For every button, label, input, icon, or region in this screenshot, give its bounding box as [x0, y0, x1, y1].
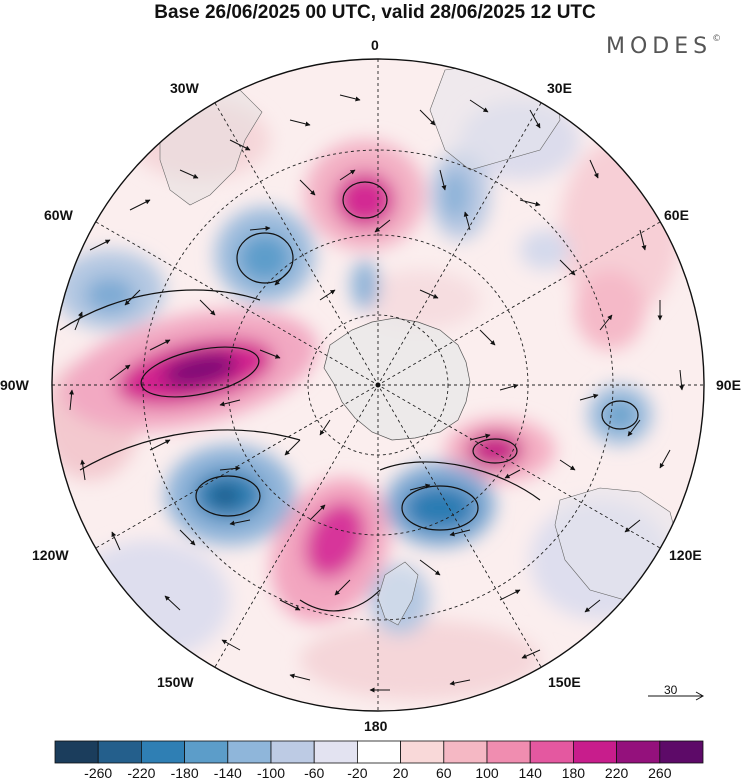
meridian-label-30e: 30E: [547, 80, 572, 96]
colorbar-swatch: [659, 740, 704, 764]
colorbar-swatch: [313, 740, 358, 764]
wind-vectors: [69, 94, 685, 693]
colorbar-swatch: [227, 740, 272, 764]
meridian-label-150e: 150E: [548, 674, 581, 690]
colorbar-tick-label: 140: [518, 765, 542, 781]
colorbar-tick-label: -180: [170, 765, 199, 781]
colorbar-tick-label: -20: [347, 765, 368, 781]
logo-text: MODES: [606, 34, 713, 59]
colorbar-tick-label: -220: [127, 765, 156, 781]
colorbar-tick-label: -100: [256, 765, 286, 781]
colorbar-swatch: [400, 740, 445, 764]
colorbar-tick-label: 20: [392, 765, 409, 781]
meridian-label-120e: 120E: [669, 547, 702, 563]
meridian-label-60e: 60E: [664, 207, 689, 223]
colorbar-tick-label: -60: [304, 765, 325, 781]
reference-vector-label: 30: [664, 683, 678, 697]
new-zealand-landmass: [377, 561, 419, 626]
colorbar-swatch: [616, 740, 661, 764]
meridian-label-90w: 90W: [0, 377, 29, 393]
colorbar-swatch: [54, 740, 99, 764]
meridian-label-150w: 150W: [157, 674, 194, 690]
meridian-label-60w: 60W: [44, 207, 73, 223]
map-disc: [52, 59, 704, 711]
map-boundary: [51, 58, 705, 712]
geopotential-contours: [59, 181, 639, 612]
map-title: Base 26/06/2025 00 UTC, valid 28/06/2025…: [154, 2, 596, 23]
colorbar-swatch: [356, 740, 401, 764]
colorbar-swatch: [529, 740, 574, 764]
colorbar: [54, 740, 704, 764]
colorbar-swatch: [97, 740, 142, 764]
colorbar-tick-label: 260: [648, 765, 672, 781]
meridian-label-30w: 30W: [170, 80, 199, 96]
colorbar-tick-label: 60: [436, 765, 452, 781]
south-pole-marker: [375, 382, 381, 388]
colorbar-swatch: [184, 740, 229, 764]
colorbar-tick-label: -260: [84, 765, 113, 781]
meridian-label-0: 0: [371, 37, 379, 53]
antarctica-landmass: [323, 317, 471, 441]
colorbar-swatch: [486, 740, 531, 764]
colorbar-tick-label: 100: [475, 765, 499, 781]
modes-logo: MODES©: [606, 34, 721, 59]
meridian-label-120w: 120W: [32, 547, 69, 563]
colorbar-tick-label: 180: [561, 765, 586, 781]
meridian-label-90e: 90E: [716, 377, 741, 393]
colorbar-swatch: [270, 740, 315, 764]
colorbar-tick-label: -140: [213, 765, 242, 781]
logo-mark: ©: [712, 34, 722, 44]
colorbar-tick-label: 220: [604, 765, 629, 781]
colorbar-swatch: [141, 740, 186, 764]
meridian-label-180: 180: [364, 718, 388, 734]
colorbar-swatch: [573, 740, 618, 764]
reference-vector-arrow: [648, 691, 705, 701]
colorbar-swatch: [443, 740, 488, 764]
